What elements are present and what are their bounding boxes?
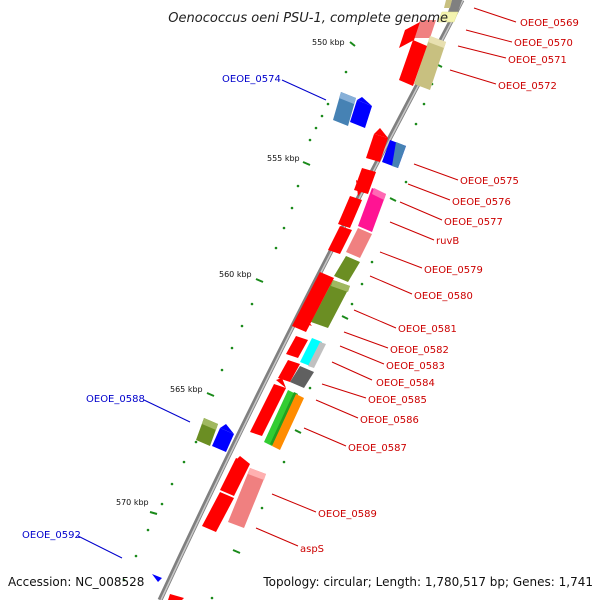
ruler-label-570: 570 kbp	[116, 498, 149, 507]
gene-OEOE_0583[interactable]	[278, 360, 300, 382]
label-OEOE_0575[interactable]: OEOE_0575	[460, 176, 519, 187]
gene-OEOE_0589[interactable]	[220, 456, 266, 528]
gene-ruvB[interactable]	[328, 226, 372, 258]
gene-OEOE_0582[interactable]	[300, 338, 326, 368]
label-OEOE_0585[interactable]: OEOE_0585	[368, 395, 427, 406]
label-OEOE_0580[interactable]: OEOE_0580	[414, 291, 473, 302]
gene-OEOE_0588[interactable]	[196, 418, 234, 452]
label-OEOE_0577[interactable]: OEOE_0577	[444, 217, 503, 228]
ruler-label-555: 555 kbp	[267, 154, 300, 163]
gene-OEOE_0585[interactable]	[250, 378, 286, 436]
gene-OEOE_0571[interactable]	[399, 20, 436, 48]
gene-OEOE_0576[interactable]	[354, 128, 388, 196]
ruler-label-550: 550 kbp	[312, 38, 345, 47]
genome-stats-text: Topology: circular; Length: 1,780,517 bp…	[262, 575, 593, 589]
gene-OEOE_0592[interactable]	[152, 574, 162, 582]
outer-ruler	[122, 41, 356, 600]
label-OEOE_0583[interactable]: OEOE_0583	[386, 361, 445, 372]
leader-lines	[77, 7, 517, 559]
gene-OEOE_0574[interactable]	[333, 92, 372, 128]
label-OEOE_0569[interactable]: OEOE_0569	[520, 18, 579, 29]
gene-OEOE_0572[interactable]	[414, 36, 446, 90]
gene-OEOE_0584[interactable]	[290, 366, 314, 388]
gene-OEOE_0581[interactable]	[286, 316, 312, 358]
gene-OEOE_0580[interactable]	[292, 272, 350, 332]
gene-OEOE_0575[interactable]	[382, 140, 406, 168]
label-OEOE_0576[interactable]: OEOE_0576	[452, 197, 511, 208]
gene-OEOE_0579[interactable]	[334, 256, 360, 282]
gene-red-bottom[interactable]	[168, 594, 184, 600]
gene-aspS[interactable]	[202, 492, 234, 532]
label-OEOE_0589[interactable]: OEOE_0589	[318, 509, 377, 520]
gene-OEOE_0577[interactable]	[338, 188, 386, 232]
label-OEOE_0582[interactable]: OEOE_0582	[390, 345, 449, 356]
label-aspS[interactable]: aspS	[300, 544, 324, 555]
label-OEOE_0570[interactable]: OEOE_0570	[514, 38, 573, 49]
gene-red-top-left[interactable]	[399, 40, 427, 86]
label-OEOE_0581[interactable]: OEOE_0581	[398, 324, 457, 335]
label-OEOE_0584[interactable]: OEOE_0584	[376, 378, 435, 389]
label-OEOE_0587[interactable]: OEOE_0587	[348, 443, 407, 454]
label-OEOE_0592[interactable]: OEOE_0592	[22, 530, 81, 541]
label-OEOE_0574[interactable]: OEOE_0574	[222, 74, 281, 85]
label-OEOE_0572[interactable]: OEOE_0572	[498, 81, 557, 92]
page-title: Oenococcus oeni PSU-1, complete genome	[168, 11, 448, 26]
inner-ruler	[232, 63, 443, 554]
label-OEOE_0586[interactable]: OEOE_0586	[360, 415, 419, 426]
label-ruvB[interactable]: ruvB	[436, 236, 459, 247]
gene-OEOE_0569[interactable]	[444, 0, 462, 12]
accession-text: Accession: NC_008528	[8, 575, 144, 589]
gene-OEOE_0587[interactable]	[272, 394, 304, 450]
ruler-label-560: 560 kbp	[219, 270, 252, 279]
ruler-label-565: 565 kbp	[170, 385, 203, 394]
label-OEOE_0571[interactable]: OEOE_0571	[508, 55, 567, 66]
label-OEOE_0579[interactable]: OEOE_0579	[424, 265, 483, 276]
label-OEOE_0588[interactable]: OEOE_0588	[86, 394, 145, 405]
gene-OEOE_0570[interactable]	[437, 11, 459, 23]
